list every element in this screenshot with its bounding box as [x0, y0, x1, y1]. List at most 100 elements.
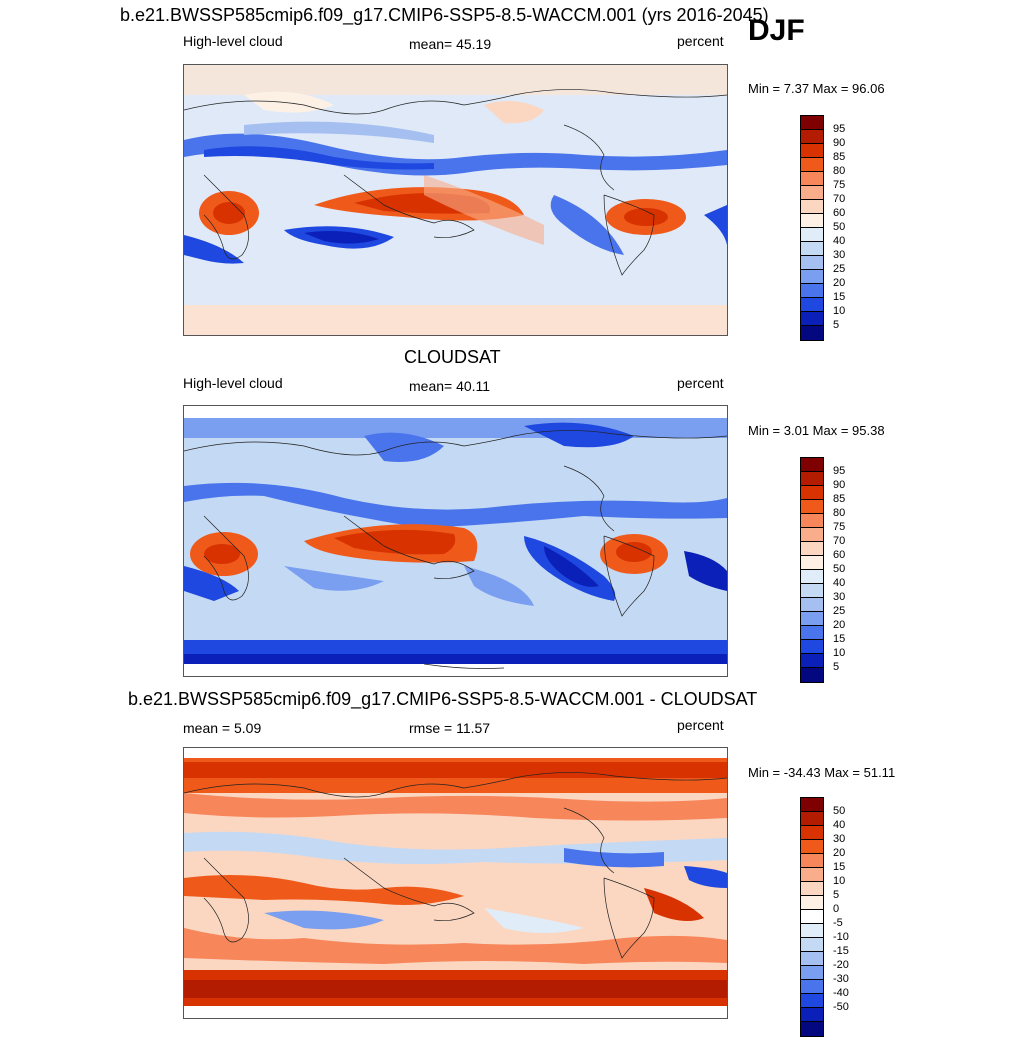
colorbar-swatch [801, 570, 823, 584]
panel1-minmax: Min = 7.37 Max = 96.06 [748, 81, 885, 96]
colorbar-tick-label: 80 [833, 507, 846, 519]
colorbar-swatch [801, 896, 823, 910]
colorbar-tick-label: 40 [833, 819, 846, 831]
colorbar-tick-label: 70 [833, 193, 846, 205]
colorbar-tick-label: 10 [833, 305, 846, 317]
colorbar-tick-label: 25 [833, 605, 846, 617]
colorbar-swatch [801, 654, 823, 668]
colorbar-swatch [801, 840, 823, 854]
colorbar-tick-label: 15 [833, 861, 846, 873]
colorbar-swatch [801, 868, 823, 882]
colorbar-tick-label: 20 [833, 277, 846, 289]
colorbar-swatch [801, 952, 823, 966]
colorbar-tick-label: 25 [833, 263, 846, 275]
colorbar-swatch [801, 458, 823, 472]
colorbar-tick-label: 30 [833, 591, 846, 603]
colorbar-swatch [801, 256, 823, 270]
colorbar-swatch [801, 854, 823, 868]
colorbar-swatch [801, 640, 823, 654]
colorbar-tick-label: 85 [833, 151, 846, 163]
colorbar-swatch [801, 1008, 823, 1022]
panel1-map [183, 64, 728, 336]
panel2-mean: mean= 40.11 [409, 378, 491, 394]
colorbar-tick-label: 60 [833, 549, 846, 561]
colorbar-tick-label: 5 [833, 661, 840, 673]
panel3-mean: mean = 5.09 [183, 720, 262, 736]
colorbar-swatch [801, 228, 823, 242]
colorbar-swatch [801, 312, 823, 326]
colorbar-swatch [801, 284, 823, 298]
panel3-title: b.e21.BWSSP585cmip6.f09_g17.CMIP6-SSP5-8… [128, 689, 758, 709]
colorbar-swatch [801, 584, 823, 598]
colorbar-swatch [801, 980, 823, 994]
panel2-variable: High-level cloud [183, 375, 283, 391]
colorbar-tick-label: 70 [833, 535, 846, 547]
colorbar-tick-label: 60 [833, 207, 846, 219]
panel3-minmax: Min = -34.43 Max = 51.11 [748, 765, 896, 780]
season-label: DJF [748, 14, 805, 47]
colorbar-swatch [801, 214, 823, 228]
colorbar-swatch [801, 542, 823, 556]
panel3-rmse: rmse = 11.57 [409, 720, 491, 736]
panel1-mean: mean= 45.19 [409, 36, 492, 52]
colorbar-swatch [801, 612, 823, 626]
colorbar-swatch [801, 924, 823, 938]
colorbar-tick-label: 10 [833, 875, 846, 887]
colorbar-tick-label: 30 [833, 249, 846, 261]
colorbar-swatch [801, 798, 823, 812]
colorbar-tick-label: -10 [833, 931, 849, 943]
colorbar-tick-label: 75 [833, 179, 846, 191]
colorbar-tick-label: -20 [833, 959, 849, 971]
colorbar-tick-label: 15 [833, 291, 846, 303]
colorbar-swatch [801, 200, 823, 214]
colorbar-tick-label: -15 [833, 945, 849, 957]
colorbar-swatch [801, 598, 823, 612]
colorbar-swatch [801, 826, 823, 840]
colorbar-swatch [801, 172, 823, 186]
colorbar-tick-label: 20 [833, 847, 846, 859]
colorbar-tick-label: -5 [833, 917, 843, 929]
colorbar-tick-label: -30 [833, 973, 849, 985]
panel1-variable: High-level cloud [183, 33, 283, 49]
colorbar-tick-label: -40 [833, 987, 849, 999]
colorbar-swatch [801, 668, 823, 682]
colorbar-swatch [801, 1022, 823, 1036]
colorbar-tick-label: 50 [833, 563, 846, 575]
colorbar-tick-label: 75 [833, 521, 846, 533]
colorbar-swatch [801, 556, 823, 570]
colorbar-swatch [801, 242, 823, 256]
colorbar-tick-label: 40 [833, 577, 846, 589]
colorbar-tick-label: 15 [833, 633, 846, 645]
colorbar-tick-label: 95 [833, 465, 846, 477]
colorbar-swatch [801, 994, 823, 1008]
colorbar-tick-label: -50 [833, 1001, 849, 1013]
colorbar-swatch [801, 144, 823, 158]
colorbar-tick-label: 90 [833, 137, 846, 149]
panel2-minmax: Min = 3.01 Max = 95.38 [748, 423, 885, 438]
colorbar-swatch [801, 500, 823, 514]
colorbar-swatch [801, 326, 823, 340]
colorbar-tick-label: 20 [833, 619, 846, 631]
colorbar-swatch [801, 298, 823, 312]
panel2-map [183, 405, 728, 677]
colorbar-tick-label: 40 [833, 235, 846, 247]
colorbar-tick-label: 30 [833, 833, 846, 845]
model-title: b.e21.BWSSP585cmip6.f09_g17.CMIP6-SSP5-8… [120, 5, 769, 25]
colorbar-swatch [801, 158, 823, 172]
panel3-colorbar [800, 797, 824, 1037]
colorbar-tick-label: 50 [833, 221, 846, 233]
panel3-units: percent [677, 717, 724, 733]
colorbar-swatch [801, 186, 823, 200]
colorbar-swatch [801, 270, 823, 284]
colorbar-swatch [801, 528, 823, 542]
panel1-colorbar [800, 115, 824, 341]
panel3-map [183, 747, 728, 1019]
panel2-colorbar [800, 457, 824, 683]
colorbar-swatch [801, 116, 823, 130]
colorbar-tick-label: 0 [833, 903, 840, 915]
colorbar-swatch [801, 938, 823, 952]
colorbar-swatch [801, 812, 823, 826]
colorbar-swatch [801, 882, 823, 896]
colorbar-swatch [801, 966, 823, 980]
colorbar-swatch [801, 514, 823, 528]
